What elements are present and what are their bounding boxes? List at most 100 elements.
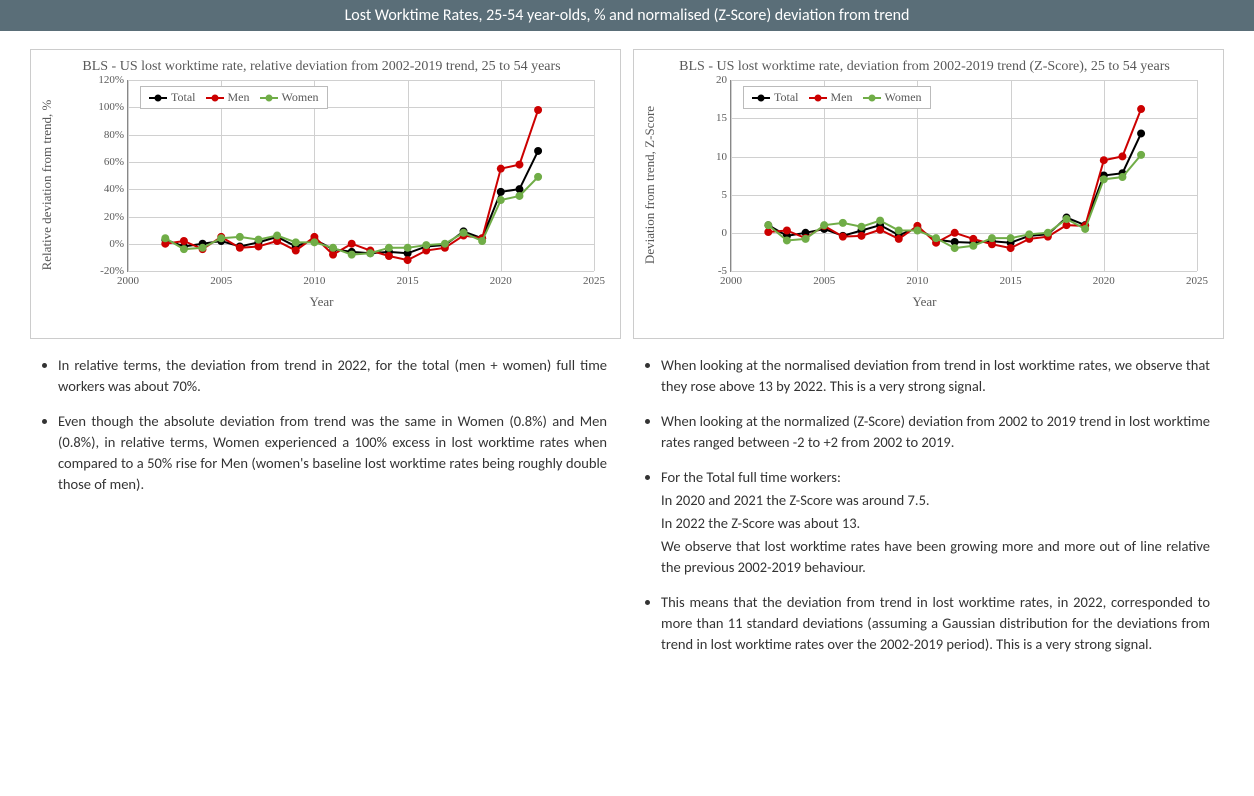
series-marker [783, 237, 791, 245]
legend-dot-icon [155, 94, 162, 101]
right-bullets: When looking at the normalised deviation… [633, 355, 1224, 669]
x-tick-label: 2000 [117, 275, 139, 287]
series-marker [460, 229, 468, 237]
bullet-subline: In 2020 and 2021 the Z-Score was around … [661, 490, 1210, 511]
legend: Total Men Women [743, 86, 931, 109]
series-marker [1007, 234, 1015, 242]
left-chart-area: Relative deviation from trend, % -20%0%2… [89, 80, 594, 290]
series-marker [422, 241, 430, 249]
series-marker [951, 229, 959, 237]
legend-dot-icon [868, 94, 875, 101]
series-marker [1100, 176, 1108, 184]
bullet-subline: In 2022 the Z-Score was about 13. [661, 513, 1210, 534]
legend-label: Men [831, 90, 853, 105]
y-tick-label: 20 [691, 74, 727, 86]
series-marker [764, 221, 772, 229]
series-marker [348, 251, 356, 259]
y-tick-label: 5 [691, 189, 727, 201]
y-tick-label: 15 [691, 112, 727, 124]
series-marker [802, 235, 810, 243]
series-marker [180, 237, 188, 245]
series-marker [1118, 153, 1126, 161]
series-marker [857, 223, 865, 231]
x-tick-label: 2005 [210, 275, 232, 287]
right-chart-box: BLS - US lost worktime rate, deviation f… [633, 49, 1224, 339]
series-marker [1007, 244, 1015, 252]
legend-line-icon [863, 97, 881, 99]
series-marker [441, 240, 449, 248]
legend-label: Women [282, 90, 319, 105]
series-marker [385, 252, 393, 260]
series-marker [876, 217, 884, 225]
left-bullets: In relative terms, the deviation from tr… [30, 355, 621, 509]
legend-item-total: Total [752, 90, 799, 105]
series-marker [497, 188, 505, 196]
left-plot: -20%0%20%40%60%80%100%120%20002005201020… [127, 80, 594, 272]
series-marker [1137, 151, 1145, 159]
left-y-label: Relative deviation from trend, % [39, 100, 55, 271]
series-marker [273, 232, 281, 240]
bullet-item: Even though the absolute deviation from … [58, 411, 607, 495]
legend-label: Men [228, 90, 250, 105]
series-marker [1063, 215, 1071, 223]
right-plot: -505101520200020052010201520202025TotalM… [730, 80, 1197, 272]
series-marker [497, 196, 505, 204]
series-marker [385, 244, 393, 252]
legend-dot-icon [211, 94, 218, 101]
right-x-label: Year [642, 294, 1207, 310]
series-marker [329, 251, 337, 259]
series-marker [1044, 229, 1052, 237]
gridline-h [731, 271, 1197, 272]
series-marker [1081, 225, 1089, 233]
y-tick-label: 120% [88, 74, 124, 86]
series-marker [783, 227, 791, 235]
bullet-item: When looking at the normalised deviation… [661, 355, 1210, 397]
series-marker [310, 239, 318, 247]
series-marker [534, 106, 542, 114]
title-bar: Lost Worktime Rates, 25-54 year-olds, % … [0, 0, 1254, 31]
legend-item-men: Men [206, 90, 250, 105]
legend-label: Women [885, 90, 922, 105]
gridline-h [128, 271, 594, 272]
series-marker [236, 233, 244, 241]
x-tick-label: 2010 [303, 275, 325, 287]
legend-line-icon [206, 97, 224, 99]
legend: TotalMenWomen [140, 86, 328, 109]
y-tick-label: 40% [88, 183, 124, 195]
gridline-v [594, 80, 595, 271]
legend-dot-icon [265, 94, 272, 101]
series-marker [932, 234, 940, 242]
series-marker [292, 247, 300, 255]
bullet-item: For the Total full time workers:In 2020 … [661, 467, 1210, 578]
legend-item-men: Men [809, 90, 853, 105]
series-marker [236, 244, 244, 252]
legend-line-icon [149, 97, 167, 99]
series-marker [292, 239, 300, 247]
bullet-item: In relative terms, the deviation from tr… [58, 355, 607, 397]
series-marker [497, 165, 505, 173]
legend-dot-icon [758, 94, 765, 101]
y-tick-label: 0% [88, 238, 124, 250]
series-marker [1118, 173, 1126, 181]
series-marker [217, 234, 225, 242]
series-marker [895, 227, 903, 235]
series-marker [1137, 105, 1145, 113]
series-marker [876, 226, 884, 234]
y-tick-label: 80% [88, 129, 124, 141]
legend-line-icon [752, 97, 770, 99]
y-tick-label: 0 [691, 227, 727, 239]
legend-item-women: Women [863, 90, 922, 105]
bullet-item: This means that the deviation from trend… [661, 592, 1210, 655]
series-marker [199, 244, 207, 252]
series-marker [969, 235, 977, 243]
y-tick-label: 60% [88, 156, 124, 168]
x-tick-label: 2000 [720, 275, 742, 287]
series-marker [1025, 231, 1033, 239]
y-tick-label: 10 [691, 151, 727, 163]
series-marker [839, 219, 847, 227]
series-marker [404, 244, 412, 252]
series-marker [348, 240, 356, 248]
series-marker [1100, 156, 1108, 164]
series-marker [534, 147, 542, 155]
x-tick-label: 2020 [1093, 275, 1115, 287]
